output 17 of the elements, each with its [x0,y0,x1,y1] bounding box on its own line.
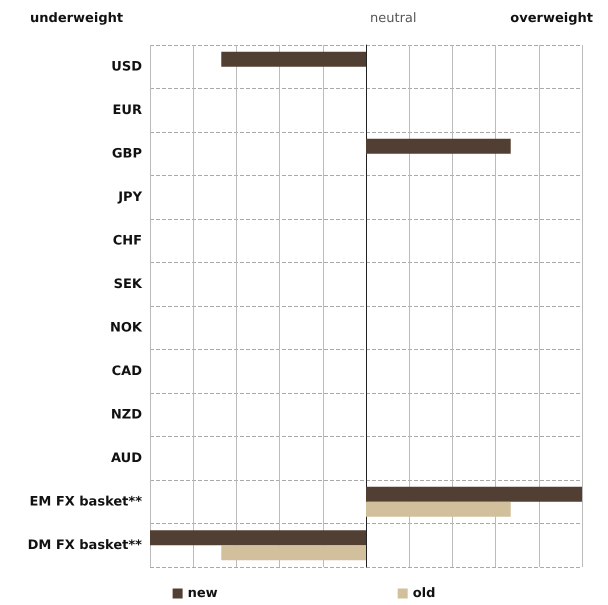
y-tick-label: GBP [112,146,142,162]
y-tick-label: CAD [112,364,142,379]
y-tick-label: NZD [110,407,142,422]
text: overweight [510,11,594,26]
y-tick-label: CHF [112,233,142,248]
y-tick-label: EM FX basket** [29,494,142,510]
legend-label: old [412,586,436,601]
y-tick-label: SEK [114,276,143,292]
legend-label: new [188,586,218,601]
y-tick-label: USD [111,59,142,74]
y-tick-label: DM FX basket** [28,538,142,553]
text: neutral [370,11,416,26]
y-tick-label: JPY [117,190,143,205]
y-tick-label: EUR [112,102,142,118]
y-tick-label: AUD [110,450,142,466]
y-tick-label: NOK [110,320,143,336]
text: underweight [30,11,124,26]
